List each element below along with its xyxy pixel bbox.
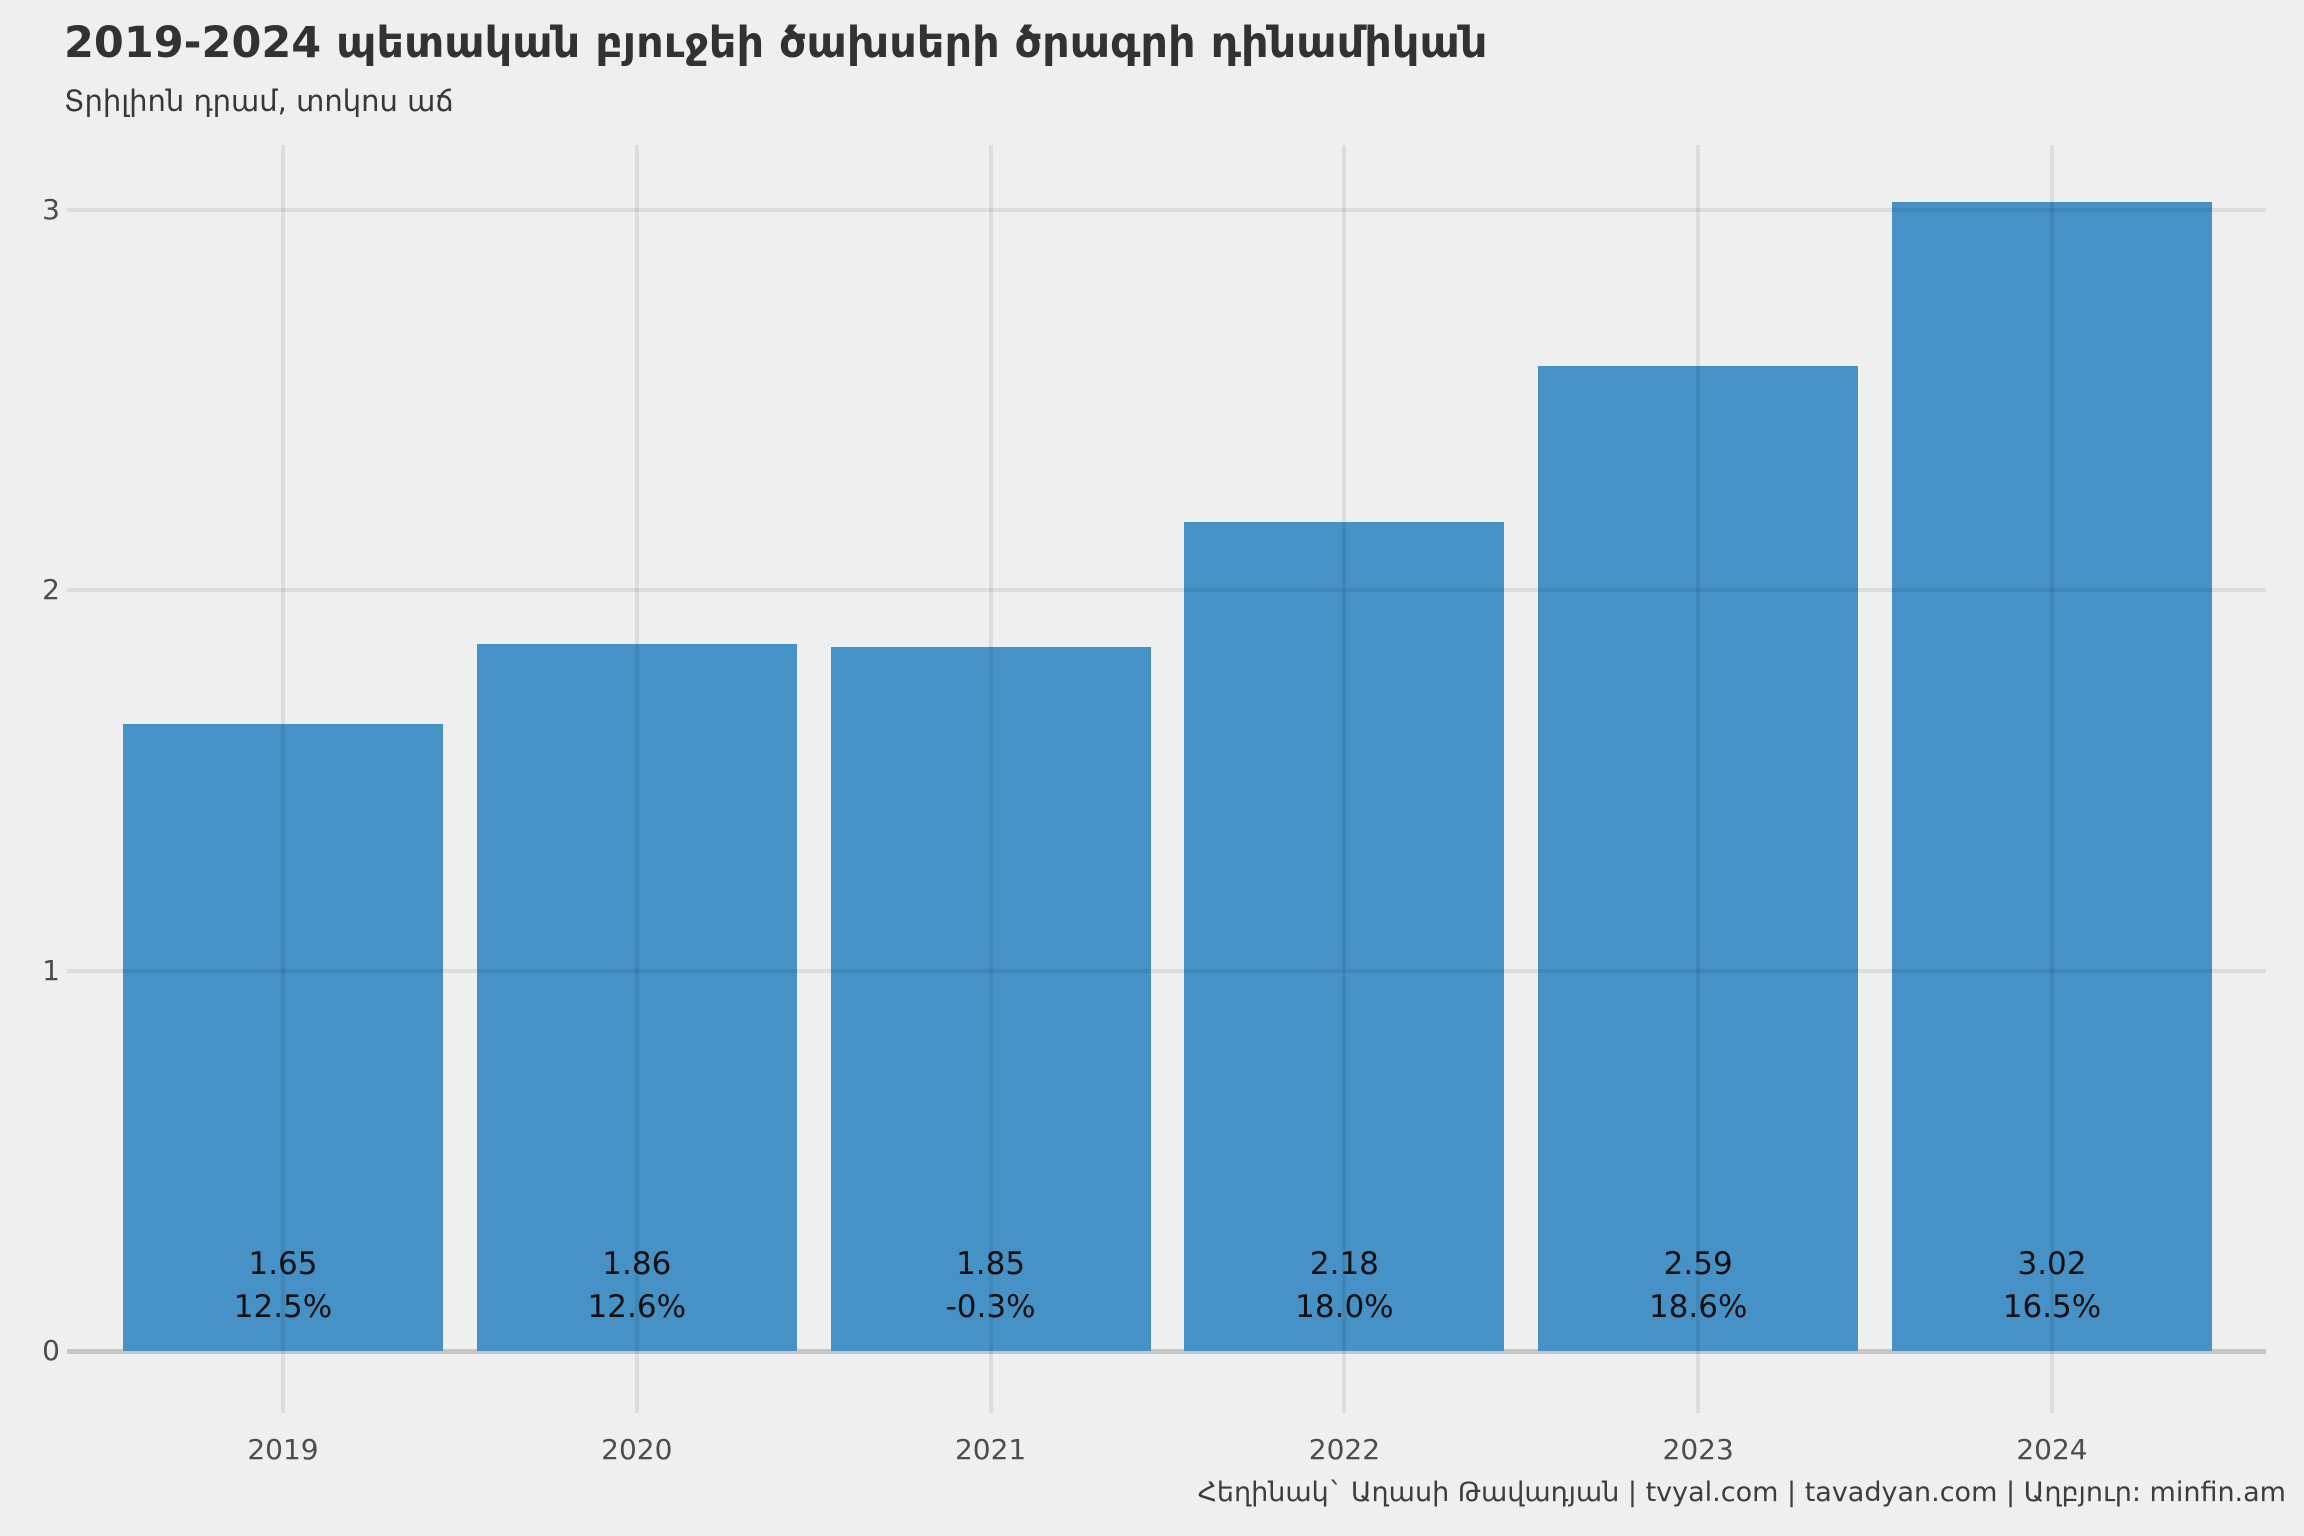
bar-growth-2020: 12.6% xyxy=(587,1289,687,1325)
bar-value-2024: 3.02 xyxy=(2017,1246,2087,1282)
bar-value-label-2021: 1.85 -0.3% xyxy=(831,1243,1151,1329)
y-axis-tick-label: 0 xyxy=(42,1334,60,1367)
bar-value-label-2019: 1.65 12.5% xyxy=(123,1243,443,1329)
gridline-y-1 xyxy=(67,968,2266,973)
bar-growth-2022: 18.0% xyxy=(1295,1289,1394,1325)
bar-growth-2019: 12.5% xyxy=(233,1289,333,1325)
gridline-x-2021 xyxy=(988,145,993,1413)
x-axis-label-2019: 2019 xyxy=(247,1433,319,1466)
bar-value-2021: 1.85 xyxy=(956,1246,1026,1282)
gridline-x-2019 xyxy=(281,145,285,1413)
y-axis-tick-label: 3 xyxy=(42,193,60,227)
chart-footer-credit: Հեղինակ` Աղասի Թավադյան | tvyal.com | ta… xyxy=(1197,1477,2286,1508)
x-axis-label-2023: 2023 xyxy=(1662,1433,1734,1466)
bar-2021 xyxy=(830,647,1151,1351)
bar-2019 xyxy=(123,723,443,1351)
bar-value-2019: 1.65 xyxy=(248,1246,318,1282)
y-axis-tick-label: 2 xyxy=(42,573,60,607)
bar-growth-2023: 18.6% xyxy=(1648,1289,1748,1325)
x-axis-label-2022: 2022 xyxy=(1308,1433,1381,1466)
x-axis-label-2020: 2020 xyxy=(601,1433,673,1466)
gridline-x-2024 xyxy=(2050,145,2054,1413)
gridline-y-3 xyxy=(67,208,2266,213)
bar-2020 xyxy=(476,643,797,1351)
bar-value-label-2024: 3.02 16.5% xyxy=(1892,1243,2212,1329)
x-axis-line xyxy=(67,1349,2266,1354)
chart-title: 2019-2024 պետական բյուջեի ծախսերի ծրագրի… xyxy=(64,18,1488,68)
chart-subtitle: Տրիլիոն դրամ, տոկոս աճ xyxy=(64,84,454,118)
gridline-y-2 xyxy=(67,588,2266,593)
bar-2022 xyxy=(1184,521,1505,1351)
bar-2024 xyxy=(1892,202,2212,1351)
bar-value-2022: 2.18 xyxy=(1309,1246,1379,1282)
gridline-x-2023 xyxy=(1696,145,1701,1413)
bar-value-label-2020: 1.86 12.6% xyxy=(477,1243,797,1329)
bar-value-2023: 2.59 xyxy=(1663,1246,1733,1282)
bar-value-2020: 1.86 xyxy=(602,1246,672,1282)
bar-growth-2021: -0.3% xyxy=(945,1289,1036,1325)
y-axis-tick-label: 1 xyxy=(42,953,60,987)
bar-growth-2024: 16.5% xyxy=(2002,1289,2102,1325)
x-axis-label-2021: 2021 xyxy=(954,1433,1027,1466)
bar-2023 xyxy=(1538,366,1859,1351)
gridline-x-2022 xyxy=(1342,145,1347,1413)
bar-value-label-2023: 2.59 18.6% xyxy=(1538,1243,1858,1329)
x-axis-label-2024: 2024 xyxy=(2016,1433,2088,1466)
bar-value-label-2022: 2.18 18.0% xyxy=(1184,1243,1504,1329)
gridline-x-2020 xyxy=(634,145,639,1413)
